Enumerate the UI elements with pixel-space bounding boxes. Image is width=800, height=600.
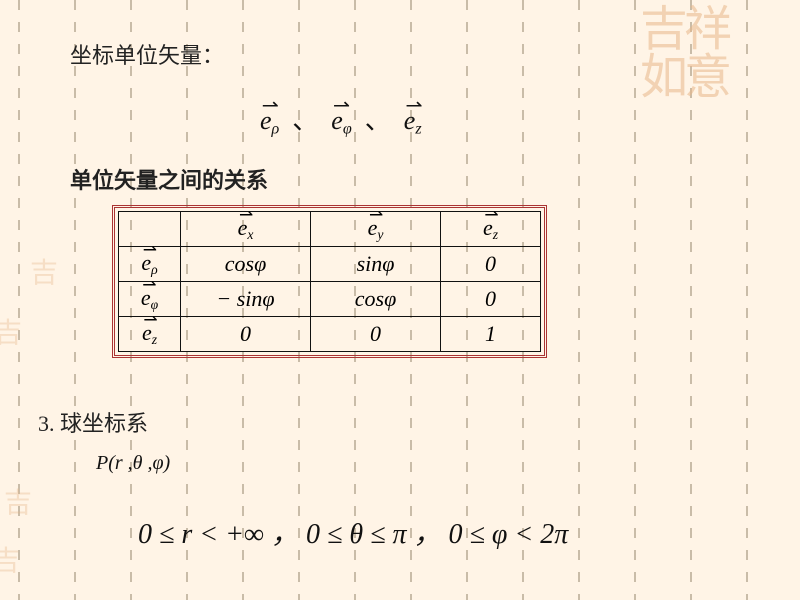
vec-sub: ρ: [272, 121, 280, 138]
vec-e-rho: ⇀eρ: [260, 106, 279, 139]
col-header-ez: ⇀ez: [441, 212, 541, 247]
row-header-ez: ⇀ez: [119, 317, 181, 352]
cell: 0: [441, 282, 541, 317]
heading-unit-vectors: 坐标单位矢量：: [70, 38, 224, 70]
table-row: ⇀ez 0 0 1: [119, 317, 541, 352]
relations-table-wrap: ⇀ex ⇀ey ⇀ez ⇀eρ cosφ sinφ 0 ⇀eφ: [112, 205, 547, 358]
vec-sub: z: [152, 332, 157, 347]
vec-e-z: ⇀ez: [404, 106, 422, 139]
unit-vectors-line: ⇀eρ 、 ⇀eφ 、 ⇀ez: [260, 100, 422, 139]
vec-e-phi: ⇀eφ: [331, 106, 351, 139]
cell: 0: [441, 247, 541, 282]
point-notation: P(r ,θ ,φ): [96, 452, 170, 475]
cell: sinφ: [311, 247, 441, 282]
cell: cosφ: [311, 282, 441, 317]
cell: cosφ: [181, 247, 311, 282]
range-line: 0 ≤ r < +∞ ， 0 ≤ θ ≤ π ， 0 ≤ φ < 2π: [138, 512, 568, 552]
vec-sub: x: [247, 227, 253, 242]
heading-spherical: 3. 球坐标系: [38, 406, 148, 438]
col-header-ey: ⇀ey: [311, 212, 441, 247]
separator: 、: [365, 106, 391, 135]
cell: 1: [441, 317, 541, 352]
slide-content: 坐标单位矢量： ⇀eρ 、 ⇀eφ 、 ⇀ez 单位矢量之间的关系 ⇀ex ⇀e…: [0, 0, 800, 600]
relations-table: ⇀ex ⇀ey ⇀ez ⇀eρ cosφ sinφ 0 ⇀eφ: [118, 211, 541, 352]
col-header-ex: ⇀ex: [181, 212, 311, 247]
table-row: ⇀ex ⇀ey ⇀ez: [119, 212, 541, 247]
cell: 0: [181, 317, 311, 352]
table-row: ⇀eφ − sinφ cosφ 0: [119, 282, 541, 317]
cell: − sinφ: [181, 282, 311, 317]
cell: 0: [311, 317, 441, 352]
vec-sub: y: [377, 227, 383, 242]
vec-sub: z: [415, 121, 421, 138]
vec-sub: z: [493, 227, 498, 242]
vec-sub: φ: [343, 121, 352, 138]
separator: 、: [292, 106, 318, 135]
table-row: ⇀eρ cosφ sinφ 0: [119, 247, 541, 282]
heading-relations: 单位矢量之间的关系: [70, 163, 268, 195]
